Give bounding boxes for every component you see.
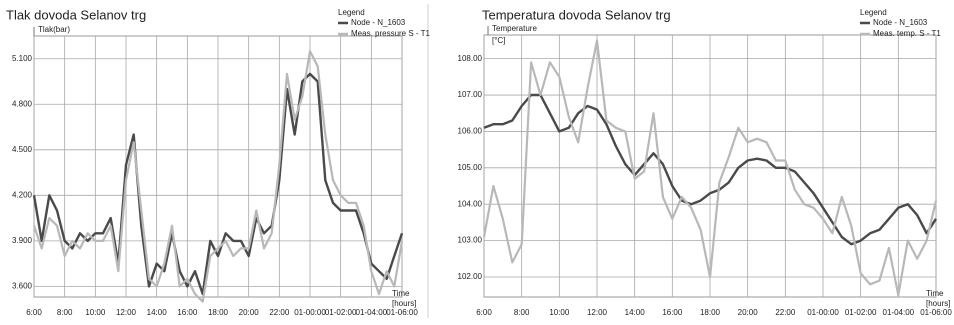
chart-title: Tlak dovoda Selanov trg: [6, 7, 146, 22]
y-axis-unit: [°C]: [492, 36, 505, 45]
x-tick-label: 6:00: [476, 308, 492, 317]
y-tick-label: 3.600: [12, 281, 33, 290]
legend-title: Legend: [860, 8, 887, 17]
y-tick-label: 4.800: [12, 99, 33, 108]
x-tick-label: 01-06:00: [920, 308, 952, 317]
y-tick-label: 108.00: [458, 54, 483, 63]
x-axis-unit: [hours]: [926, 299, 950, 308]
x-tick-label: 01-04:00: [356, 308, 388, 317]
x-tick-label: 10:00: [549, 308, 570, 317]
legend-label: Node - N_1603: [873, 18, 928, 27]
y-tick-label: 104.00: [458, 199, 483, 208]
y-tick-label: 105.00: [458, 163, 483, 172]
y-tick-label: 106.00: [458, 127, 483, 136]
legend-label: Node - N_1603: [351, 18, 406, 27]
x-tick-label: 01-02:00: [325, 308, 357, 317]
x-tick-label: 10:00: [85, 308, 106, 317]
x-tick-label: 20:00: [239, 308, 260, 317]
x-tick-label: 18:00: [700, 308, 721, 317]
data-line: [32, 50, 404, 303]
y-tick-label: 103.00: [458, 236, 483, 245]
y-tick-label: 102.00: [458, 272, 483, 281]
legend-label: Meas. temp. S - T1: [873, 29, 941, 38]
x-tick-label: 16:00: [177, 308, 198, 317]
x-axis-label: Time: [926, 289, 944, 298]
x-tick-label: 8:00: [514, 308, 530, 317]
x-tick-label: 6:00: [26, 308, 42, 317]
legend-label: Meas. pressure S - T1: [351, 29, 431, 38]
x-axis-label: Time: [392, 289, 410, 298]
data-line: [483, 93, 938, 246]
y-tick-label: 3.900: [12, 236, 33, 245]
legend-title: Legend: [338, 8, 365, 17]
y-tick-label: 5.100: [12, 54, 33, 63]
y-axis-label: Tlak(bar): [38, 25, 70, 34]
x-tick-label: 01-00:00: [807, 308, 839, 317]
x-tick-label: 22:00: [269, 308, 290, 317]
data-line: [32, 72, 404, 296]
y-tick-label: 107.00: [458, 90, 483, 99]
x-tick-label: 12:00: [116, 308, 137, 317]
x-tick-label: 22:00: [775, 308, 796, 317]
data-line: [482, 39, 938, 297]
x-tick-label: 14:00: [147, 308, 168, 317]
x-tick-label: 01-00:00: [294, 308, 326, 317]
x-tick-label: 01-06:00: [386, 308, 418, 317]
x-tick-label: 16:00: [662, 308, 683, 317]
x-tick-label: 8:00: [57, 308, 73, 317]
x-axis-unit: [hours]: [392, 299, 416, 308]
x-tick-label: 01-04:00: [883, 308, 915, 317]
x-tick-label: 18:00: [208, 308, 229, 317]
x-tick-label: 12:00: [587, 308, 608, 317]
x-tick-label: 01-02:00: [845, 308, 877, 317]
chart-title: Temperatura dovoda Selanov trg: [482, 7, 671, 22]
x-tick-label: 20:00: [738, 308, 759, 317]
y-tick-label: 4.500: [12, 145, 33, 154]
x-tick-label: 14:00: [625, 308, 646, 317]
y-tick-label: 4.200: [12, 190, 33, 199]
y-axis-label: Temperature: [492, 24, 537, 33]
